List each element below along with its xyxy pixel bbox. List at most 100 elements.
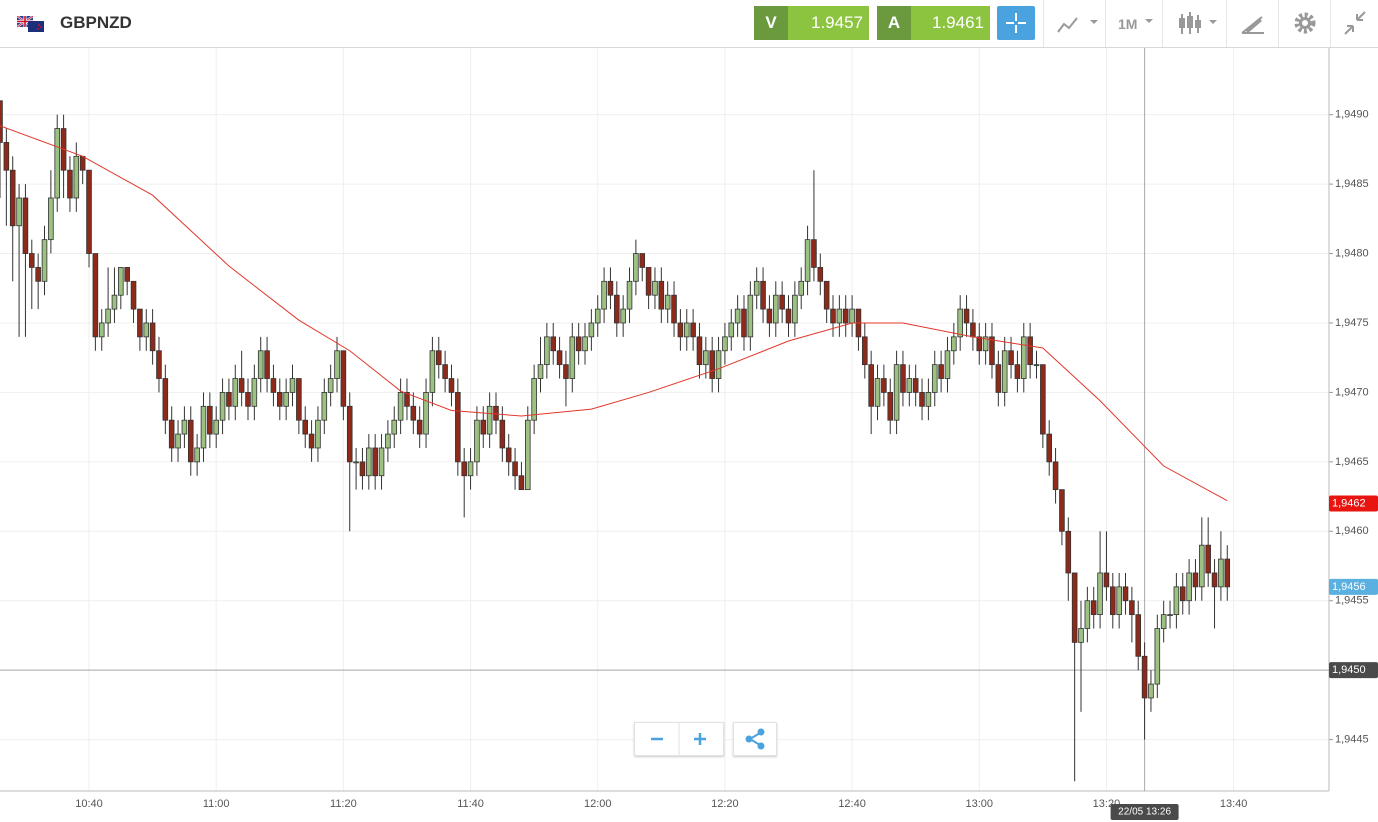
candle-body <box>715 350 722 379</box>
candle-body <box>569 336 576 379</box>
candle-body <box>785 308 792 324</box>
crosshair-icon <box>1006 13 1026 33</box>
candle-body <box>512 461 518 477</box>
candle-body <box>86 169 92 254</box>
candle-body <box>410 405 417 421</box>
candle-body <box>1110 586 1116 616</box>
candle-body <box>709 350 715 379</box>
candle-body <box>1090 600 1097 616</box>
sell-label: V <box>754 6 788 40</box>
candle-body <box>842 308 849 324</box>
candle-body <box>989 336 995 366</box>
ma-tag <box>1329 495 1378 512</box>
candle-body <box>766 308 773 324</box>
drawing-tools[interactable] <box>1226 0 1279 47</box>
candle-body <box>346 405 353 463</box>
share-button[interactable] <box>733 722 777 756</box>
candle-body <box>1059 489 1065 532</box>
candle-body <box>175 433 181 449</box>
candle-body <box>22 197 29 254</box>
candle-body <box>372 447 378 477</box>
candle-body <box>703 350 709 366</box>
candle-body <box>404 392 410 407</box>
candle-body <box>1071 572 1078 643</box>
y-tick-label: 1,9475 <box>1335 317 1369 329</box>
candle-body <box>976 336 983 352</box>
candle-body <box>340 350 347 407</box>
candle-body <box>525 419 531 491</box>
candle-body <box>1148 683 1154 699</box>
y-tick-label: 1,9460 <box>1335 525 1369 537</box>
zoom-buttons <box>634 722 724 756</box>
candle-body <box>957 308 963 338</box>
candle-body <box>588 322 595 338</box>
candle-body <box>645 267 652 296</box>
zoom-in[interactable] <box>694 733 706 745</box>
candle-body <box>149 322 156 352</box>
y-tick-label: 1,9455 <box>1335 595 1369 607</box>
candle-body <box>728 322 735 338</box>
x-tick-label: 11:00 <box>203 798 230 810</box>
candle-body <box>887 392 894 421</box>
candle-body <box>639 253 646 268</box>
price-tag-label: 1,9456 <box>1332 581 1366 593</box>
candle-body <box>277 392 283 407</box>
settings-button[interactable] <box>1278 0 1331 47</box>
candle-body <box>1224 558 1231 588</box>
chart-type-menu[interactable] <box>1162 0 1227 47</box>
chart: 10:40 11:00 11:20 11:40 12:00 12:20 12:40 13:00… <box>0 48 1378 820</box>
candle-body <box>1008 350 1014 366</box>
candle-body <box>1040 364 1046 435</box>
buy-price: 1.9461 <box>932 13 984 32</box>
candle-body <box>41 239 48 282</box>
crosshair-button[interactable] <box>997 6 1035 40</box>
candle-body <box>862 336 868 366</box>
candle-body <box>760 280 766 310</box>
candle-body <box>633 253 639 282</box>
candle-body <box>194 447 200 463</box>
candle-body <box>804 239 811 282</box>
candle-body <box>1192 572 1199 588</box>
candle-body <box>995 364 1002 393</box>
candle-body <box>29 253 35 268</box>
y-tick-label: 1,9465 <box>1335 456 1369 468</box>
x-tick-label: 12:40 <box>838 798 866 810</box>
timeframe-menu[interactable]: 1M <box>1105 0 1163 47</box>
buy-label: A <box>877 6 911 40</box>
collapse-button[interactable] <box>1330 0 1378 47</box>
buy-button[interactable]: A 1.9461 <box>877 6 990 40</box>
candle-body <box>130 280 137 310</box>
candle-body <box>48 197 54 241</box>
sell-price: 1.9457 <box>811 13 863 32</box>
candle-body <box>1135 614 1142 657</box>
candle-body <box>563 364 569 379</box>
y-tick-label: 1,9480 <box>1335 247 1369 259</box>
drawing-icon <box>1241 16 1264 34</box>
candle-body <box>315 419 321 449</box>
candle-body <box>931 364 938 393</box>
candle-body <box>289 378 296 393</box>
toolbar: GBPNZD V 1.9457 A 1.9461 1M <box>0 0 1378 48</box>
candle-body <box>836 308 843 324</box>
candle-body <box>582 336 588 352</box>
indicator-menu[interactable] <box>1043 0 1106 47</box>
y-tick-label: 1,9485 <box>1335 178 1369 190</box>
candle-body <box>1167 614 1173 617</box>
candle-body <box>1046 433 1052 463</box>
candle-body <box>168 419 175 449</box>
sell-button[interactable]: V 1.9457 <box>754 6 869 40</box>
candle-body <box>1020 336 1027 379</box>
candle-body <box>385 433 391 449</box>
x-tick-label: 13:40 <box>1220 798 1248 810</box>
candle-body <box>607 280 614 296</box>
candle-body <box>79 155 86 171</box>
candle-body <box>1084 600 1091 629</box>
candle-body <box>1027 336 1033 366</box>
crosshair-y-label: 1,9450 <box>1332 664 1366 676</box>
candle-body <box>448 378 455 393</box>
dropdown-icon <box>1145 19 1153 23</box>
candle-body <box>391 419 398 435</box>
y-tick-label: 1,9470 <box>1335 386 1369 398</box>
candle-body <box>353 461 359 464</box>
candle-body <box>550 336 557 352</box>
